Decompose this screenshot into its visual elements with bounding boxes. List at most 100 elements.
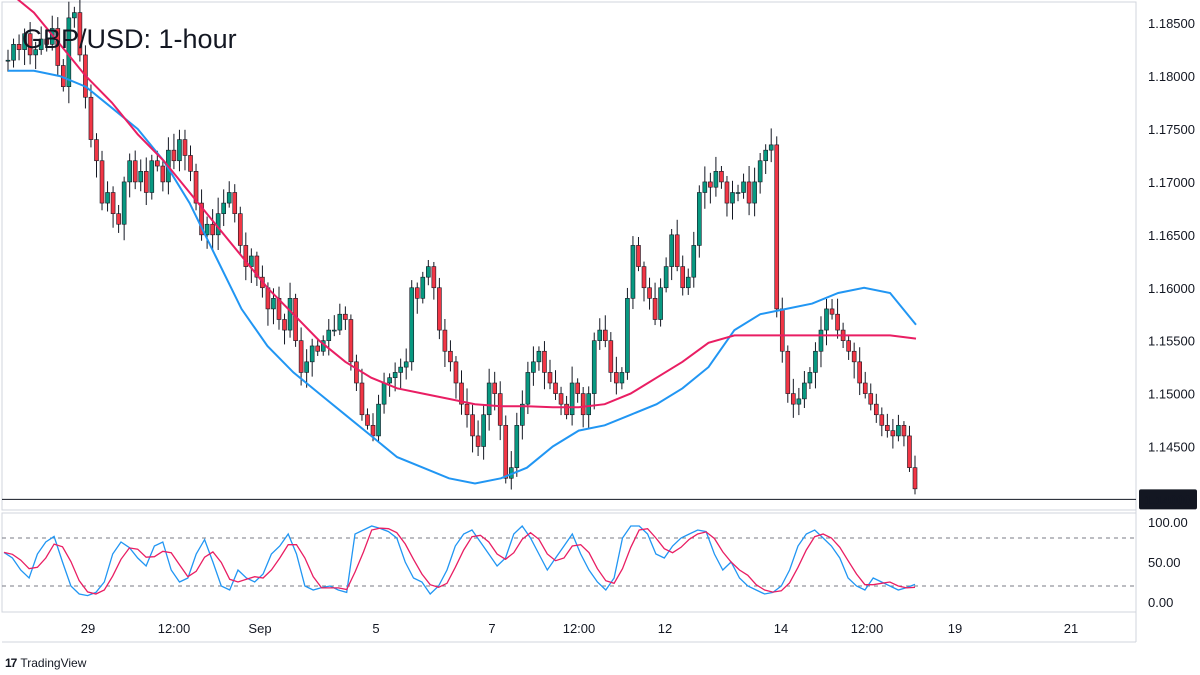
candle-body — [11, 44, 16, 61]
candle-body — [846, 340, 851, 352]
candle-body — [625, 298, 630, 373]
candle-body — [204, 223, 210, 236]
candle-body — [663, 266, 669, 289]
candle-body — [558, 393, 564, 405]
oscillator-d-line — [3, 527, 916, 595]
candle-body — [237, 213, 243, 246]
candle-body — [72, 12, 77, 19]
candle-body — [448, 350, 453, 363]
candle-body — [763, 149, 768, 162]
candle-body — [520, 403, 525, 426]
oscillator-tick-label: 50.00 — [1148, 555, 1181, 570]
candle-body — [475, 435, 481, 447]
candle-body — [608, 340, 614, 373]
candle-body — [735, 192, 741, 194]
candle-body — [359, 382, 365, 416]
candle-body — [901, 425, 907, 437]
candle-body — [619, 372, 625, 384]
candle-body — [691, 245, 697, 278]
candle-body — [110, 192, 116, 214]
price-tick-label: 1.16000 — [1148, 281, 1195, 296]
candle-body — [387, 377, 392, 384]
candle-body — [160, 165, 166, 183]
candle-body — [547, 372, 553, 384]
candle-body — [138, 171, 144, 183]
candle-body — [586, 393, 592, 416]
candle-body — [580, 393, 586, 416]
candle-body — [304, 361, 309, 373]
candle-body — [370, 425, 376, 437]
time-tick-label: 21 — [1064, 621, 1078, 636]
candle-body — [453, 361, 459, 384]
candle-body — [287, 298, 293, 331]
moving-average-1 — [8, 69, 917, 485]
candle-body — [647, 287, 652, 299]
candle-body — [591, 340, 597, 394]
price-tick-label: 1.17500 — [1148, 122, 1195, 137]
time-tick-label: 12:00 — [851, 621, 884, 636]
candle-body — [171, 149, 177, 162]
candle-body — [116, 213, 121, 225]
oscillator-k-line — [3, 525, 916, 597]
tradingview-brand[interactable]: 17 TradingView — [5, 656, 86, 670]
candle-body — [774, 144, 780, 310]
oscillator-tick-label: 100.00 — [1148, 515, 1188, 530]
candle-body — [757, 160, 763, 183]
candle-body — [326, 329, 332, 341]
candle-body — [437, 287, 442, 331]
candle-body — [719, 171, 724, 183]
chart-title-group: GBP/USD: 1-hour — [22, 24, 237, 54]
candle-body — [348, 319, 354, 363]
candle-body — [697, 192, 702, 246]
candle-body — [802, 382, 807, 400]
candle-body — [293, 298, 298, 341]
candle-body — [38, 38, 44, 50]
candle-body — [155, 160, 160, 167]
candle-body — [497, 393, 503, 426]
candle-body — [331, 329, 337, 332]
candle-body — [132, 160, 138, 183]
candle-body — [354, 361, 359, 384]
candle-body — [188, 155, 193, 172]
price-tick-label: 1.16500 — [1148, 228, 1195, 243]
candle-body — [22, 33, 27, 50]
candle-body — [282, 319, 287, 331]
time-tick-label: 12 — [658, 621, 672, 636]
time-tick-label: 12:00 — [563, 621, 596, 636]
time-tick-label: 14 — [774, 621, 788, 636]
candle-body — [365, 414, 370, 426]
candle-body — [824, 308, 829, 331]
time-tick-label: 7 — [488, 621, 495, 636]
candle-body — [503, 425, 509, 479]
candle-body — [215, 213, 221, 236]
candle-body — [420, 276, 426, 299]
candle-body — [210, 223, 215, 236]
candle-body — [652, 298, 658, 320]
support-price-label: 1.14000 — [1145, 492, 1192, 507]
chart-panes: 1.18500 1.18000 1.17500 1.17000 1.16500 1.160… — [1, 0, 1197, 643]
candle-body — [127, 160, 132, 183]
candle-body — [614, 372, 619, 384]
candle-body — [879, 414, 885, 426]
candle-body — [470, 414, 475, 437]
candle-body — [912, 467, 918, 490]
candle-body — [232, 192, 238, 214]
candle-body — [143, 171, 149, 193]
price-tick-label: 1.18000 — [1148, 69, 1195, 84]
candle-body — [398, 366, 403, 373]
candle-body — [177, 139, 182, 162]
candle-body — [343, 313, 348, 320]
candle-body — [630, 245, 636, 299]
candle-body — [514, 425, 520, 468]
candle-body — [149, 160, 155, 193]
time-tick-label: 5 — [372, 621, 379, 636]
candle-body — [851, 350, 857, 363]
candle-body — [569, 382, 575, 416]
candle-body — [376, 403, 381, 437]
time-tick-label: 19 — [948, 621, 962, 636]
tradingview-logo-icon: 17 — [5, 656, 17, 670]
candle-body — [674, 234, 680, 267]
candle-body — [481, 414, 486, 447]
candle-body — [796, 398, 802, 405]
